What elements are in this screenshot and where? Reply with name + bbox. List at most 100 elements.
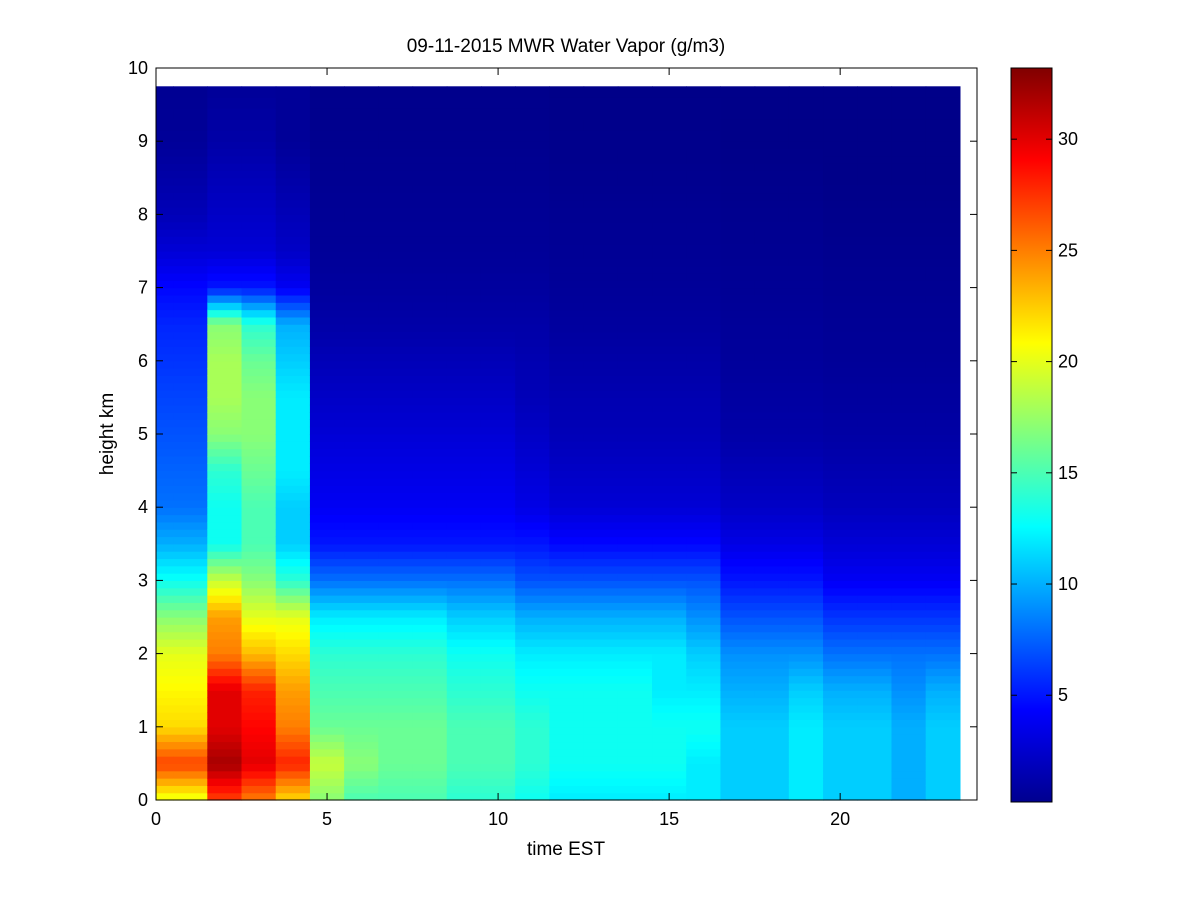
heatmap-cell bbox=[309, 748, 345, 757]
heatmap-cell bbox=[275, 97, 311, 109]
heatmap-cell bbox=[207, 419, 243, 428]
heatmap-cell bbox=[173, 287, 208, 296]
heatmap-cell bbox=[446, 770, 482, 779]
heatmap-cell bbox=[788, 119, 824, 131]
heatmap-cell bbox=[720, 690, 756, 699]
heatmap-cell bbox=[686, 397, 722, 406]
heatmap-cell bbox=[275, 763, 311, 772]
heatmap-cell bbox=[754, 565, 790, 574]
heatmap-cell bbox=[549, 690, 585, 699]
heatmap-cell bbox=[583, 514, 619, 523]
heatmap-cell bbox=[720, 492, 756, 501]
heatmap-cell bbox=[617, 382, 653, 391]
heatmap-cell bbox=[788, 455, 824, 464]
heatmap-cell bbox=[378, 141, 414, 150]
heatmap-cell bbox=[241, 236, 277, 245]
heatmap-cell bbox=[857, 390, 893, 398]
heatmap-cell bbox=[515, 595, 550, 603]
heatmap-cell bbox=[823, 287, 858, 296]
heatmap-cell bbox=[788, 397, 824, 406]
heatmap-cell bbox=[446, 631, 482, 640]
heatmap-cell bbox=[754, 646, 790, 655]
heatmap-cell bbox=[823, 214, 858, 223]
heatmap-cell bbox=[583, 170, 619, 179]
heatmap-cell bbox=[652, 243, 687, 252]
heatmap-cell bbox=[925, 587, 961, 596]
heatmap-cell bbox=[241, 551, 277, 560]
heatmap-cell bbox=[617, 499, 653, 508]
heatmap-cell bbox=[207, 316, 243, 325]
heatmap-cell bbox=[480, 368, 516, 377]
heatmap-cell bbox=[652, 331, 687, 340]
heatmap-cell bbox=[480, 302, 516, 311]
heatmap-cell bbox=[891, 660, 927, 669]
heatmap-cell bbox=[275, 551, 311, 560]
heatmap-cell bbox=[754, 704, 790, 713]
heatmap-cell bbox=[686, 565, 722, 574]
heatmap-cell bbox=[173, 565, 208, 574]
heatmap-cell bbox=[480, 207, 516, 215]
heatmap-cell bbox=[788, 229, 824, 237]
heatmap-cell bbox=[446, 360, 482, 369]
heatmap-cell bbox=[823, 748, 858, 757]
heatmap-cell bbox=[857, 119, 893, 131]
heatmap-cell bbox=[378, 602, 414, 611]
heatmap-cell bbox=[891, 97, 927, 109]
heatmap-cell bbox=[754, 272, 790, 281]
heatmap-cell bbox=[309, 609, 345, 618]
heatmap-cell bbox=[720, 638, 756, 647]
heatmap-cell bbox=[412, 185, 448, 194]
heatmap-cell bbox=[173, 448, 208, 457]
heatmap-cell bbox=[686, 551, 722, 560]
heatmap-cell bbox=[720, 177, 756, 186]
heatmap-cell bbox=[173, 412, 208, 420]
heatmap-cell bbox=[378, 712, 414, 721]
heatmap-cell bbox=[156, 646, 174, 655]
heatmap-cell bbox=[156, 192, 174, 201]
heatmap-cell bbox=[583, 390, 619, 398]
heatmap-cell bbox=[446, 375, 482, 384]
heatmap-cell bbox=[823, 631, 858, 640]
heatmap-cell bbox=[378, 324, 414, 333]
heatmap-cell bbox=[309, 192, 345, 201]
heatmap-cell bbox=[309, 368, 345, 377]
heatmap-cell bbox=[754, 287, 790, 296]
heatmap-cell bbox=[549, 785, 585, 794]
heatmap-cell bbox=[412, 353, 448, 362]
heatmap-cell bbox=[207, 368, 243, 377]
heatmap-cell bbox=[754, 792, 790, 801]
heatmap-cell bbox=[823, 573, 858, 581]
heatmap-cell bbox=[378, 492, 414, 501]
heatmap-cell bbox=[480, 316, 516, 325]
heatmap-cell bbox=[173, 580, 208, 589]
heatmap-cell bbox=[241, 492, 277, 501]
heatmap-cell bbox=[617, 653, 653, 662]
heatmap-cell bbox=[583, 324, 619, 333]
heatmap-cell bbox=[617, 185, 653, 194]
heatmap-cell bbox=[891, 558, 927, 567]
heatmap-cell bbox=[720, 390, 756, 398]
heatmap-cell bbox=[891, 543, 927, 552]
heatmap-cell bbox=[891, 353, 927, 362]
heatmap-cell bbox=[549, 448, 585, 457]
heatmap-cell bbox=[823, 675, 858, 684]
heatmap-cell bbox=[173, 617, 208, 625]
heatmap-cell bbox=[412, 499, 448, 508]
heatmap-cell bbox=[173, 272, 208, 281]
heatmap-cell bbox=[515, 521, 550, 530]
heatmap-cell bbox=[857, 331, 893, 340]
heatmap-cell bbox=[925, 199, 961, 208]
heatmap-cell bbox=[857, 536, 893, 545]
heatmap-cell bbox=[344, 258, 379, 267]
heatmap-cell bbox=[925, 108, 961, 120]
heatmap-cell bbox=[891, 382, 927, 391]
heatmap-cell bbox=[549, 514, 585, 523]
heatmap-cell bbox=[446, 682, 482, 691]
heatmap-cell bbox=[857, 514, 893, 523]
heatmap-cell bbox=[241, 536, 277, 545]
heatmap-cell bbox=[173, 148, 208, 157]
heatmap-cell bbox=[275, 580, 311, 589]
heatmap-cell bbox=[446, 353, 482, 362]
heatmap-cell bbox=[583, 734, 619, 743]
heatmap-cell bbox=[480, 97, 516, 109]
